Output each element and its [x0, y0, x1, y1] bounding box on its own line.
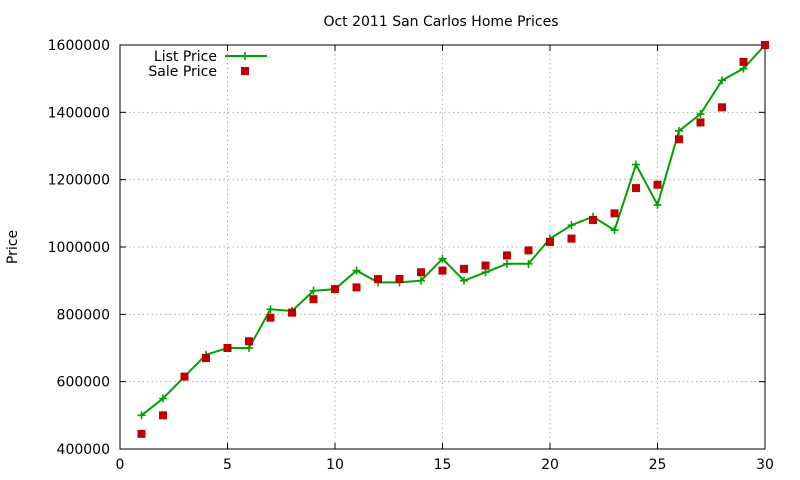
axis-ticks: 0 5 10 15 20 25 30 400000 600000 800000 1000000 120… — [48, 38, 774, 473]
list-price-point — [438, 254, 447, 263]
sale-price-point — [288, 308, 296, 317]
sale-price-point — [202, 354, 210, 363]
list-price-point — [524, 259, 533, 268]
sale-price-point — [266, 313, 275, 322]
x-tick-label: 30 — [756, 457, 774, 473]
legend-label-sale-price: Sale Price — [148, 64, 217, 80]
sale-price-point — [524, 246, 533, 255]
legend-marker-sale-price — [241, 67, 249, 75]
list-price-point — [159, 394, 167, 403]
list-price-point — [675, 126, 683, 135]
x-tick-label: 20 — [541, 457, 559, 473]
sale-price-point — [417, 268, 425, 277]
sale-price-point — [696, 118, 705, 127]
list-price-point — [266, 305, 275, 314]
series — [137, 41, 769, 438]
list-price-point — [352, 266, 361, 275]
sale-price-point — [374, 274, 382, 283]
list-price-point — [610, 226, 619, 235]
list-price-point — [696, 110, 705, 119]
sale-price-point — [137, 429, 146, 438]
sale-price-point — [309, 295, 318, 304]
sale-price-point — [761, 41, 769, 49]
y-axis-label: Price — [5, 230, 21, 264]
list-price-point — [460, 276, 468, 285]
sale-price-point — [159, 411, 167, 420]
sale-price-point — [481, 261, 490, 270]
y-tick-label: 600000 — [57, 375, 110, 391]
list-price-point — [481, 268, 490, 277]
list-price-point — [417, 276, 425, 285]
sale-price-point — [460, 264, 468, 273]
sale-price-point — [438, 266, 447, 275]
grid — [120, 45, 765, 449]
sale-price-point — [567, 234, 576, 243]
x-tick-label: 15 — [434, 457, 452, 473]
y-tick-label: 1000000 — [48, 240, 110, 256]
y-tick-label: 800000 — [57, 307, 110, 323]
sale-price-point — [610, 209, 619, 218]
list-price-point — [718, 76, 726, 85]
list-price-point — [653, 200, 662, 209]
plot-frame — [119, 44, 766, 450]
y-tick-label: 1600000 — [48, 38, 110, 54]
sale-price-point — [589, 216, 597, 225]
list-price-point — [245, 344, 253, 352]
list-price-point — [567, 221, 576, 230]
legend-marker-list-price — [241, 52, 249, 60]
sale-price-point — [245, 337, 253, 346]
sale-price-point — [180, 372, 189, 381]
sale-price-point — [718, 103, 726, 112]
sale-price-point — [503, 251, 511, 260]
list-price-point — [739, 64, 748, 73]
list-price-point — [309, 286, 318, 295]
list-price-point — [503, 259, 511, 268]
sale-price-point — [675, 135, 683, 144]
sale-price-point — [632, 184, 640, 193]
list-price-line — [140, 44, 766, 417]
sale-price-point — [395, 274, 404, 283]
sale-price-point — [653, 180, 662, 189]
sale-price-point — [352, 283, 361, 292]
list-price-point — [632, 160, 640, 169]
y-tick-label: 400000 — [57, 442, 110, 458]
x-tick-label: 0 — [116, 457, 125, 473]
legend: List Price Sale Price — [148, 49, 267, 80]
legend-label-list-price: List Price — [154, 49, 217, 65]
list-price-point — [137, 411, 146, 420]
chart-title: Oct 2011 San Carlos Home Prices — [323, 14, 558, 30]
sale-price-point — [331, 285, 339, 294]
sale-price-point — [223, 344, 232, 352]
sale-price-point — [546, 237, 554, 246]
y-tick-label: 1400000 — [48, 105, 110, 121]
y-tick-label: 1200000 — [48, 173, 110, 189]
x-tick-label: 5 — [223, 457, 232, 473]
sale-price-point — [739, 57, 748, 66]
x-tick-label: 10 — [326, 457, 344, 473]
x-tick-label: 25 — [649, 457, 667, 473]
